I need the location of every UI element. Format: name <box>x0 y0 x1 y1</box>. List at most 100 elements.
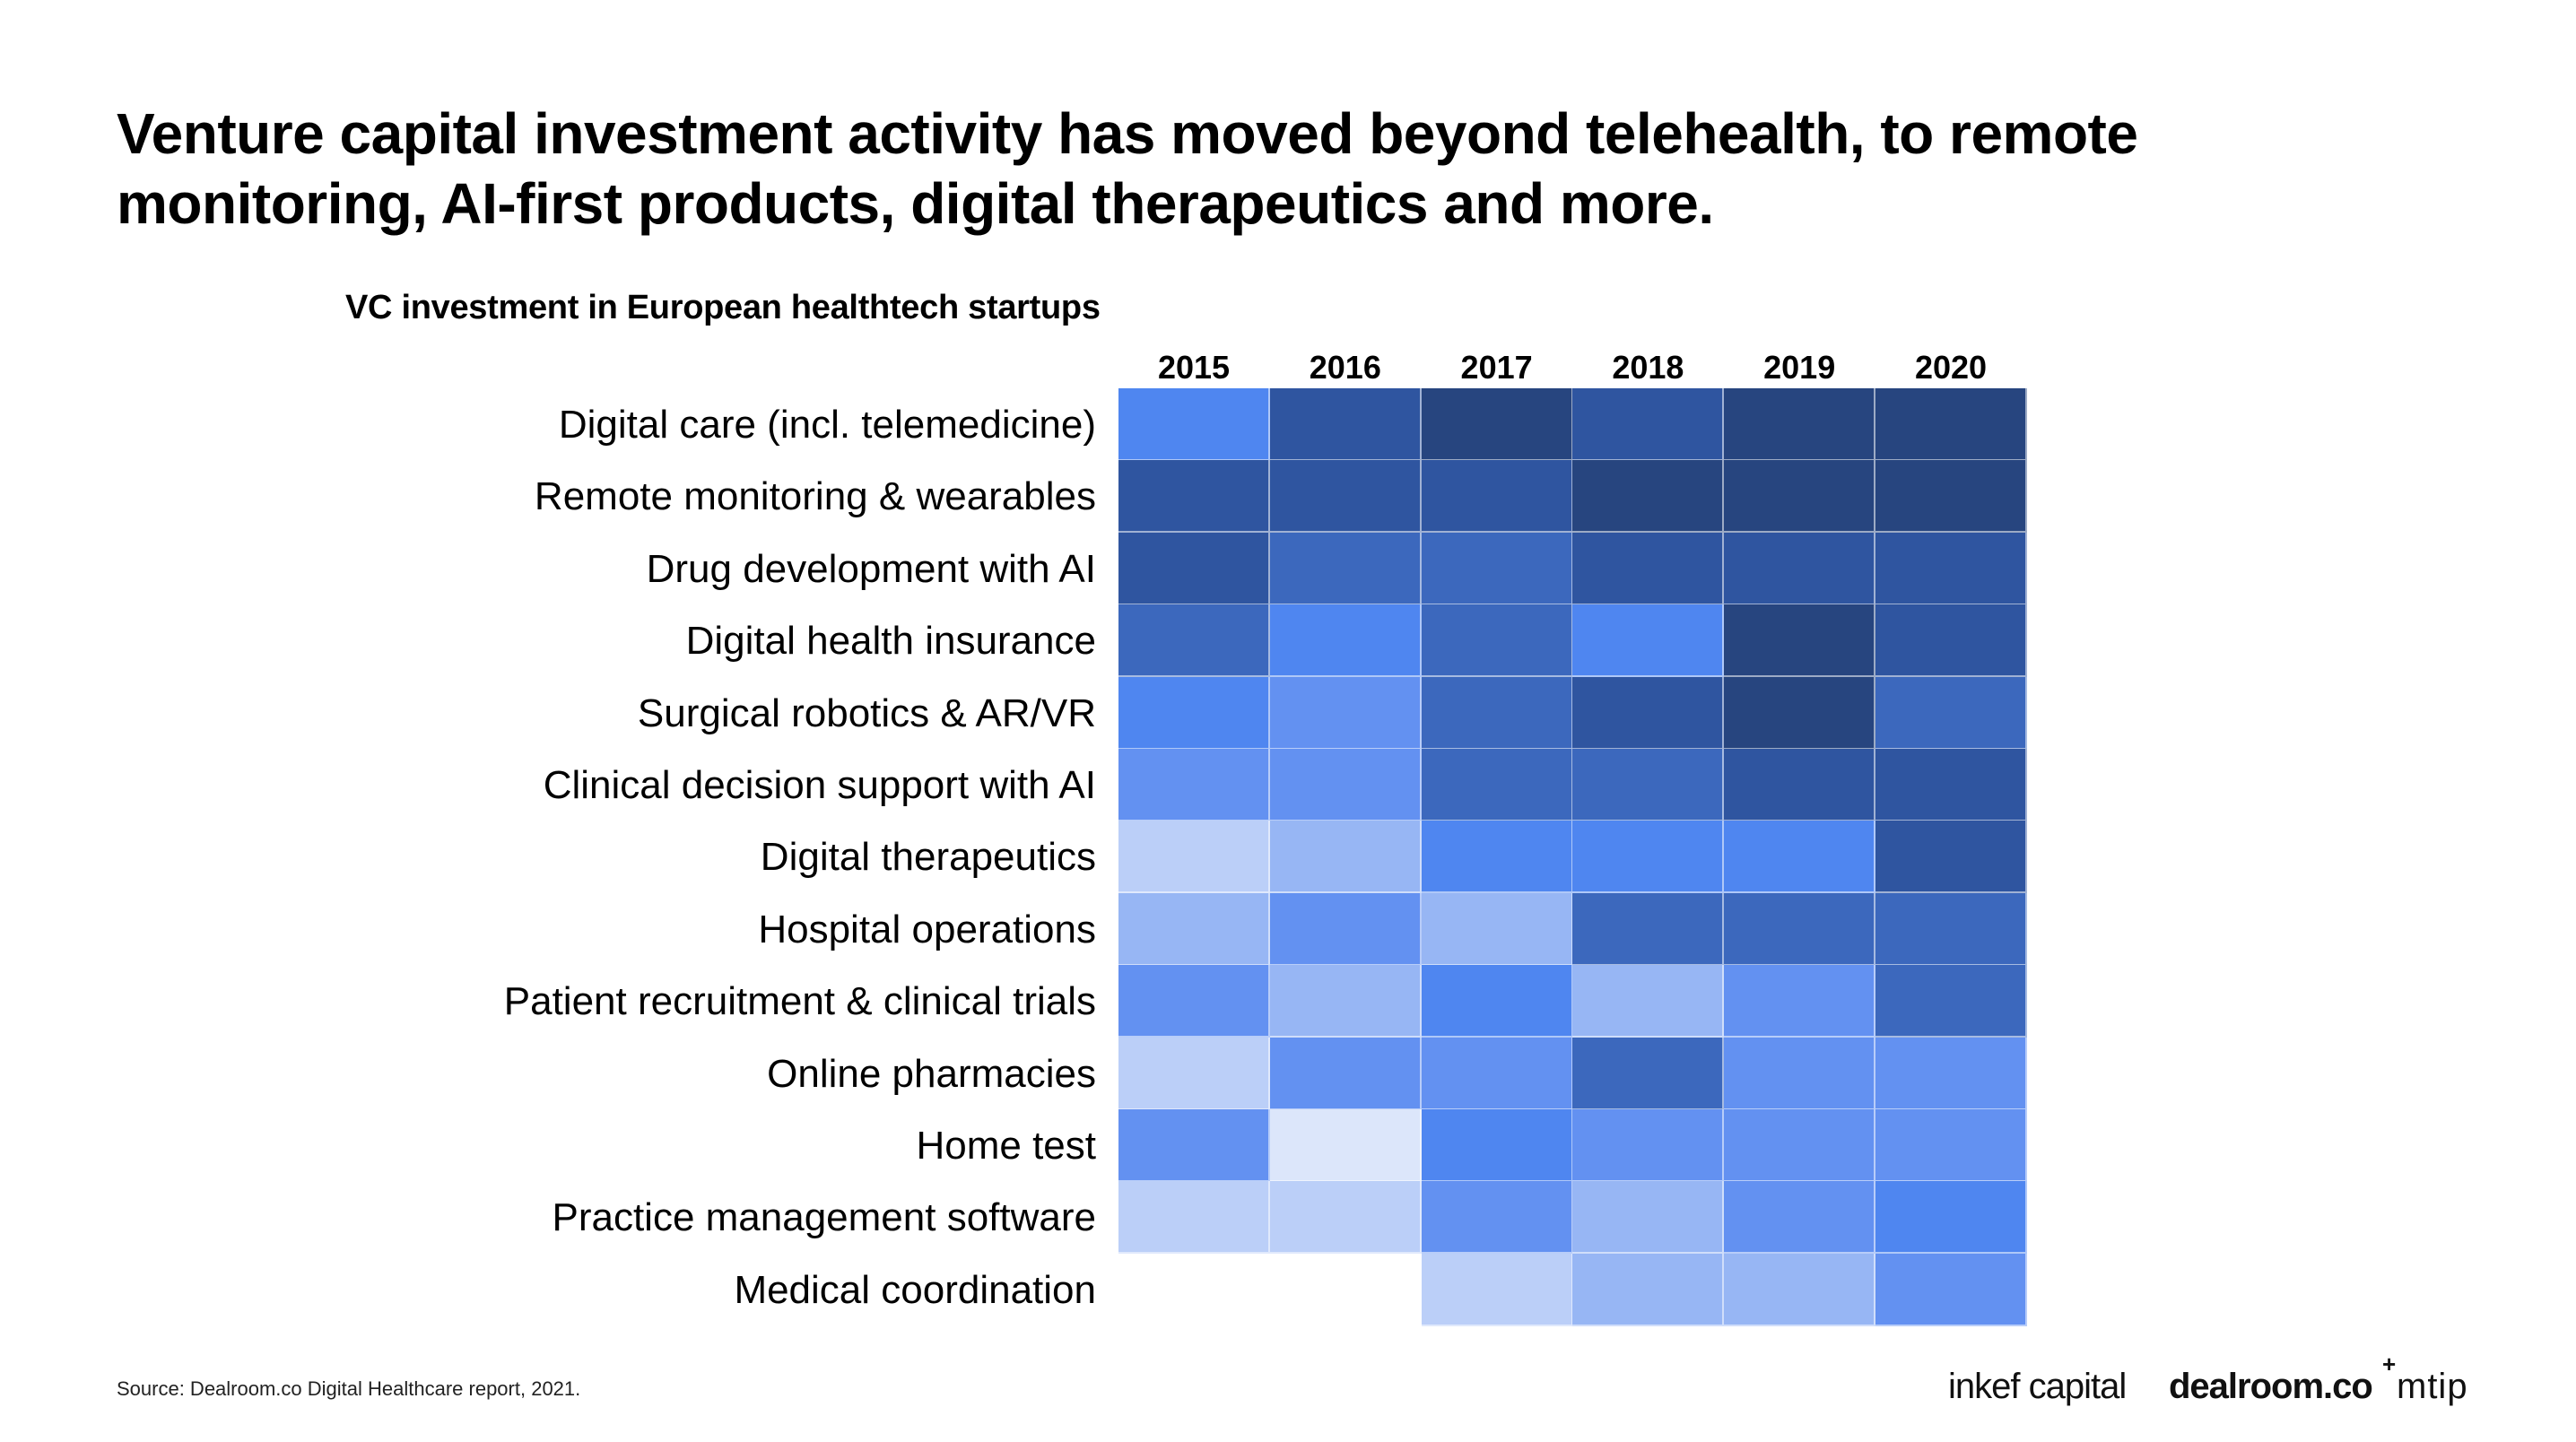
heatmap-cell <box>1572 965 1725 1038</box>
heatmap-cell <box>1724 821 1876 894</box>
heatmap-cell <box>1118 388 1270 461</box>
heatmap-cell <box>1269 892 1422 966</box>
row-label: Digital health insurance <box>685 619 1096 664</box>
heatmap-cell <box>1724 604 1876 678</box>
heatmap-cell <box>1118 1109 1270 1182</box>
heatmap-cell <box>1269 532 1422 605</box>
heatmap-cell <box>1572 676 1725 750</box>
plus-icon: + <box>2382 1351 2398 1377</box>
heatmap-cell <box>1118 965 1270 1038</box>
heatmap-cell <box>1724 749 1876 821</box>
heatmap-cell <box>1724 1181 1876 1255</box>
column-header-2020: 2020 <box>1914 349 1988 386</box>
row-label: Home test <box>916 1124 1096 1168</box>
heatmap-cell <box>1572 892 1725 966</box>
row-label: Remote monitoring & wearables <box>534 474 1096 519</box>
heatmap-cell <box>1118 749 1270 821</box>
column-header-2018: 2018 <box>1612 349 1684 386</box>
chart-title: VC investment in European healthtech sta… <box>345 289 1101 326</box>
heatmap-cell <box>1724 1037 1876 1110</box>
column-header-2019: 2019 <box>1763 349 1836 386</box>
heatmap-cell <box>1572 604 1725 678</box>
heatmap-cell <box>1118 532 1270 605</box>
heatmap-cell <box>1421 388 1573 461</box>
heatmap-cell <box>1118 676 1270 750</box>
heatmap-cell <box>1724 1253 1876 1326</box>
page-title: Venture capital investment activity has … <box>117 99 2449 239</box>
heatmap-cell <box>1724 965 1876 1038</box>
heatmap-cell <box>1269 388 1422 461</box>
row-label: Practice management software <box>552 1195 1096 1240</box>
heatmap-cell <box>1269 1037 1422 1110</box>
row-label: Clinical decision support with AI <box>543 763 1096 807</box>
heatmap-cell <box>1269 821 1422 894</box>
heatmap-cell <box>1118 460 1270 534</box>
dealroom-logo: dealroom.co <box>2169 1367 2373 1406</box>
heatmap-cell <box>1269 604 1422 678</box>
heatmap-cell <box>1269 1181 1422 1255</box>
heatmap-cell <box>1875 1109 2027 1182</box>
column-header-2017: 2017 <box>1460 349 1533 386</box>
source-note: Source: Dealroom.co Digital Healthcare r… <box>117 1377 581 1400</box>
row-label: Patient recruitment & clinical trials <box>503 979 1096 1024</box>
heatmap-cell <box>1572 1037 1725 1110</box>
mtip-logo: + mtip <box>2382 1351 2468 1407</box>
column-header-2016: 2016 <box>1309 349 1381 386</box>
heatmap-cell <box>1572 1109 1725 1182</box>
heatmap-cell <box>1572 749 1725 821</box>
heatmap-cell <box>1875 388 2027 461</box>
heatmap-cell <box>1572 532 1725 605</box>
heatmap-cell <box>1572 460 1725 534</box>
heatmap-cell <box>1421 1037 1573 1110</box>
heatmap-cell <box>1421 1253 1573 1326</box>
heatmap-cell <box>1421 1181 1573 1255</box>
row-label: Hospital operations <box>758 907 1096 951</box>
heatmap-cell <box>1875 460 2027 534</box>
heatmap-cell <box>1875 892 2027 966</box>
heatmap-cell <box>1572 1253 1725 1326</box>
row-label: Surgical robotics & AR/VR <box>637 691 1096 735</box>
column-header-2015: 2015 <box>1157 349 1231 386</box>
heatmap-cell <box>1421 892 1573 966</box>
heatmap-cell <box>1118 1037 1270 1110</box>
heatmap-cell <box>1269 676 1422 750</box>
heatmap-cell <box>1875 965 2027 1038</box>
heatmap-cell <box>1118 1181 1270 1255</box>
heatmap-cell <box>1875 676 2027 750</box>
heatmap-cell <box>1875 532 2027 605</box>
heatmap-cell <box>1875 749 2027 821</box>
row-label: Drug development with AI <box>646 546 1096 591</box>
heatmap-cell <box>1724 388 1876 461</box>
title-line-1: Venture capital investment activity has … <box>117 101 2138 166</box>
heatmap-cell <box>1875 1253 2027 1326</box>
heatmap-cell <box>1421 460 1573 534</box>
heatmap-cell <box>1269 460 1422 534</box>
heatmap-cell <box>1269 965 1422 1038</box>
mtip-logo-text: mtip <box>2397 1367 2468 1406</box>
row-label: Medical coordination <box>734 1267 1096 1312</box>
inkef-capital-logo: inkef capital <box>1948 1367 2127 1406</box>
heatmap-cell <box>1269 749 1422 821</box>
heatmap-cell <box>1421 604 1573 678</box>
heatmap-cell <box>1421 749 1573 821</box>
heatmap-cell <box>1724 1109 1876 1182</box>
heatmap-cell <box>1421 1109 1573 1182</box>
row-label: Digital care (incl. telemedicine) <box>558 403 1096 447</box>
heatmap-cell <box>1421 821 1573 894</box>
row-label: Online pharmacies <box>767 1051 1096 1096</box>
heatmap-cell <box>1875 604 2027 678</box>
heatmap-cell <box>1421 965 1573 1038</box>
row-label: Digital therapeutics <box>760 835 1096 880</box>
heatmap-cell <box>1572 388 1725 461</box>
heatmap-cell <box>1572 821 1725 894</box>
heatmap-cell <box>1875 821 2027 894</box>
heatmap-cell <box>1724 892 1876 966</box>
heatmap-cell <box>1118 604 1270 678</box>
heatmap-cell <box>1421 532 1573 605</box>
heatmap-cell <box>1421 676 1573 750</box>
heatmap-cell <box>1724 532 1876 605</box>
heatmap-cell <box>1269 1109 1422 1182</box>
title-line-2: monitoring, AI-first products, digital t… <box>117 171 1714 236</box>
heatmap-cell <box>1724 460 1876 534</box>
